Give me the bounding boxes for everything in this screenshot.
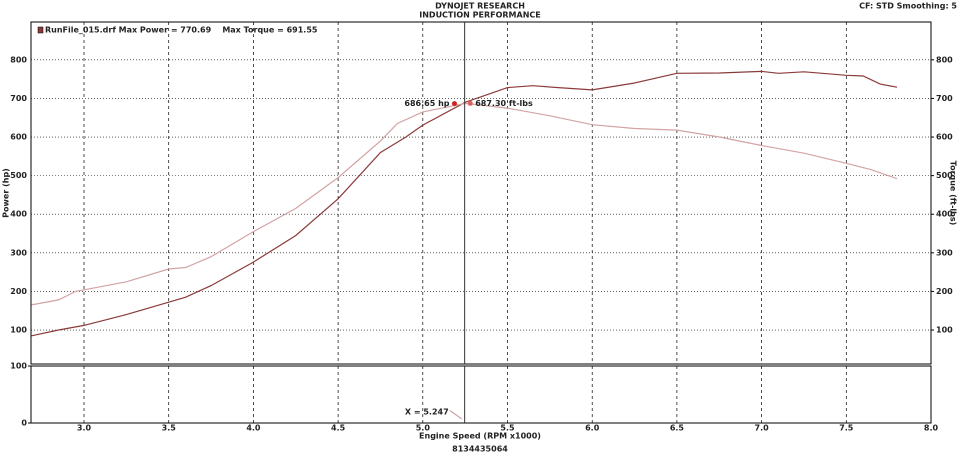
cursor-label: X = 5.247	[405, 408, 449, 417]
x-axis-label: Engine Speed (RPM x1000)	[419, 432, 541, 441]
y-tick-label: 100	[10, 362, 27, 371]
y2-tick-label: 800	[936, 55, 953, 64]
series-line	[31, 102, 898, 306]
x-tick-label: 8.0	[924, 424, 939, 433]
annotation-marker	[467, 100, 473, 106]
x-tick-label: 7.5	[839, 424, 854, 433]
y2-tick-label: 100	[936, 326, 953, 335]
footer: 8134435064	[452, 445, 508, 454]
x-tick-label: 6.5	[670, 424, 685, 433]
annotation-marker	[451, 101, 457, 107]
y2-tick-label: 200	[936, 287, 953, 296]
header-right: CF: STD Smoothing: 5	[859, 2, 957, 11]
annotation-label: 686.65 hp	[404, 99, 449, 108]
y-tick-label: 400	[10, 210, 27, 219]
lower-panel	[30, 365, 932, 424]
y2-tick-label: 300	[936, 248, 953, 257]
y-tick-label: 500	[10, 171, 27, 180]
y2-tick-label: 600	[936, 133, 953, 142]
y-tick-label: 300	[10, 248, 27, 257]
x-tick-label: 4.5	[331, 424, 346, 433]
x-tick-label: 5.0	[416, 424, 431, 433]
y-tick-label: 100	[10, 326, 27, 335]
y2-axis-label: Torque (ft-lbs)	[949, 161, 958, 226]
y-tick-label: 200	[10, 287, 27, 296]
annotation-label: 687.30 ft-lbs	[475, 99, 533, 108]
legend-text: RunFile_015.drf Max Power = 770.69 Max T…	[45, 26, 318, 35]
legend-swatch	[37, 26, 44, 34]
x-tick-label: 5.5	[500, 424, 515, 433]
y-tick-label: 800	[10, 55, 27, 64]
y-tick-label: 0	[21, 419, 27, 428]
series-line	[449, 410, 463, 420]
chart-title: DYNOJET RESEARCH	[435, 2, 525, 11]
y2-tick-label: 700	[936, 94, 953, 103]
main-panel	[30, 21, 932, 365]
series-line	[31, 70, 898, 337]
x-tick-label: 3.5	[162, 424, 177, 433]
x-tick-label: 7.0	[755, 424, 770, 433]
y2-tick-label: 400	[936, 210, 953, 219]
chart-subtitle: INDUCTION PERFORMANCE	[419, 11, 541, 20]
x-tick-label: 6.0	[585, 424, 600, 433]
y-tick-label: 700	[10, 94, 27, 103]
y-tick-label: 600	[10, 133, 27, 142]
x-tick-label: 3.0	[77, 424, 92, 433]
x-tick-label: 4.0	[246, 424, 261, 433]
y2-tick-label: 500	[936, 171, 953, 180]
y-axis-label: Power (hp)	[2, 168, 11, 218]
